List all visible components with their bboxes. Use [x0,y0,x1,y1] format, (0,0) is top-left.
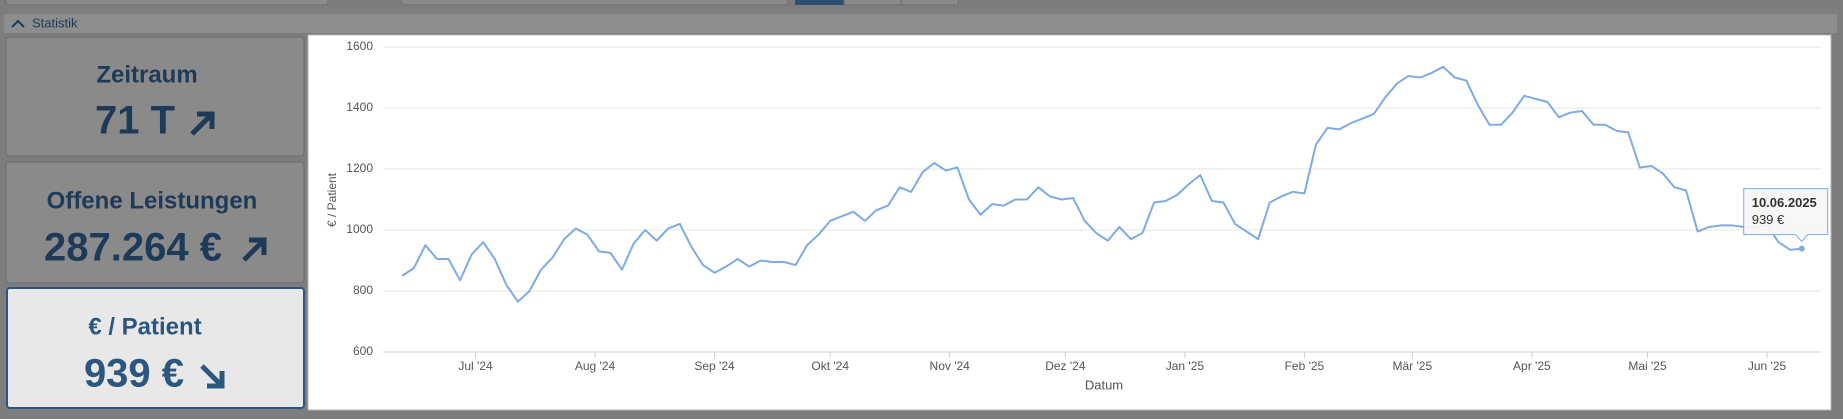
card-selected[interactable] [6,287,305,409]
trend-up-icon [242,237,267,262]
x-tick-label: Feb '25 [1285,359,1325,373]
trend-down-icon [200,364,225,389]
card[interactable] [5,161,305,284]
x-tick-label: Jul '24 [458,359,493,373]
card-value: 287.264 € [44,226,222,270]
card-label: Zeitraum [96,61,197,88]
section-title: Statistik [32,15,78,30]
x-tick-label: Okt '24 [811,359,849,373]
trend-up-icon [190,111,215,136]
x-tick-label: Jan '25 [1166,359,1205,373]
card[interactable] [5,36,305,157]
tooltip-title: 10.06.2025 [1752,195,1817,210]
hover-point [1798,245,1805,252]
x-axis-title: Datum [1085,377,1123,392]
card-label: € / Patient [88,313,201,340]
y-tick-label: 1000 [346,222,373,236]
y-axis-title: € / Patient [325,172,339,227]
input[interactable] [400,0,789,6]
x-tick-label: Mai '25 [1628,359,1667,373]
x-tick-label: Sep '24 [694,359,735,373]
card-label: Offene Leistungen [47,187,258,214]
collapse-icon[interactable] [11,19,25,28]
chart-panel [307,34,1832,411]
x-tick-label: Jun '25 [1748,359,1787,373]
x-tick-label: Aug '24 [575,359,616,373]
y-tick-label: 600 [353,344,373,358]
chart: € / Patient Datum 600 800 1000 1200 1400 1600… [325,39,1829,392]
line-series [401,65,1802,303]
tab-button[interactable] [900,0,959,6]
tab-button[interactable] [795,0,844,5]
input[interactable] [5,0,329,6]
y-tick-label: 1600 [346,39,373,53]
y-tick-label: 1200 [346,161,373,175]
x-tick-label: Dez '24 [1045,359,1086,373]
x-tick-label: Nov '24 [930,359,971,373]
y-tick-label: 1400 [346,100,373,114]
tooltip-box [1743,188,1829,243]
tooltip-value: 939 € [1752,212,1785,227]
x-tick-label: Mär '25 [1393,359,1433,373]
card-value: 939 € [84,352,184,396]
section-header[interactable] [4,14,1837,33]
x-tick-label: Apr '25 [1513,359,1551,373]
tab-button[interactable] [843,0,902,6]
y-tick-label: 800 [353,283,373,297]
card-value: 71 T [95,99,175,143]
